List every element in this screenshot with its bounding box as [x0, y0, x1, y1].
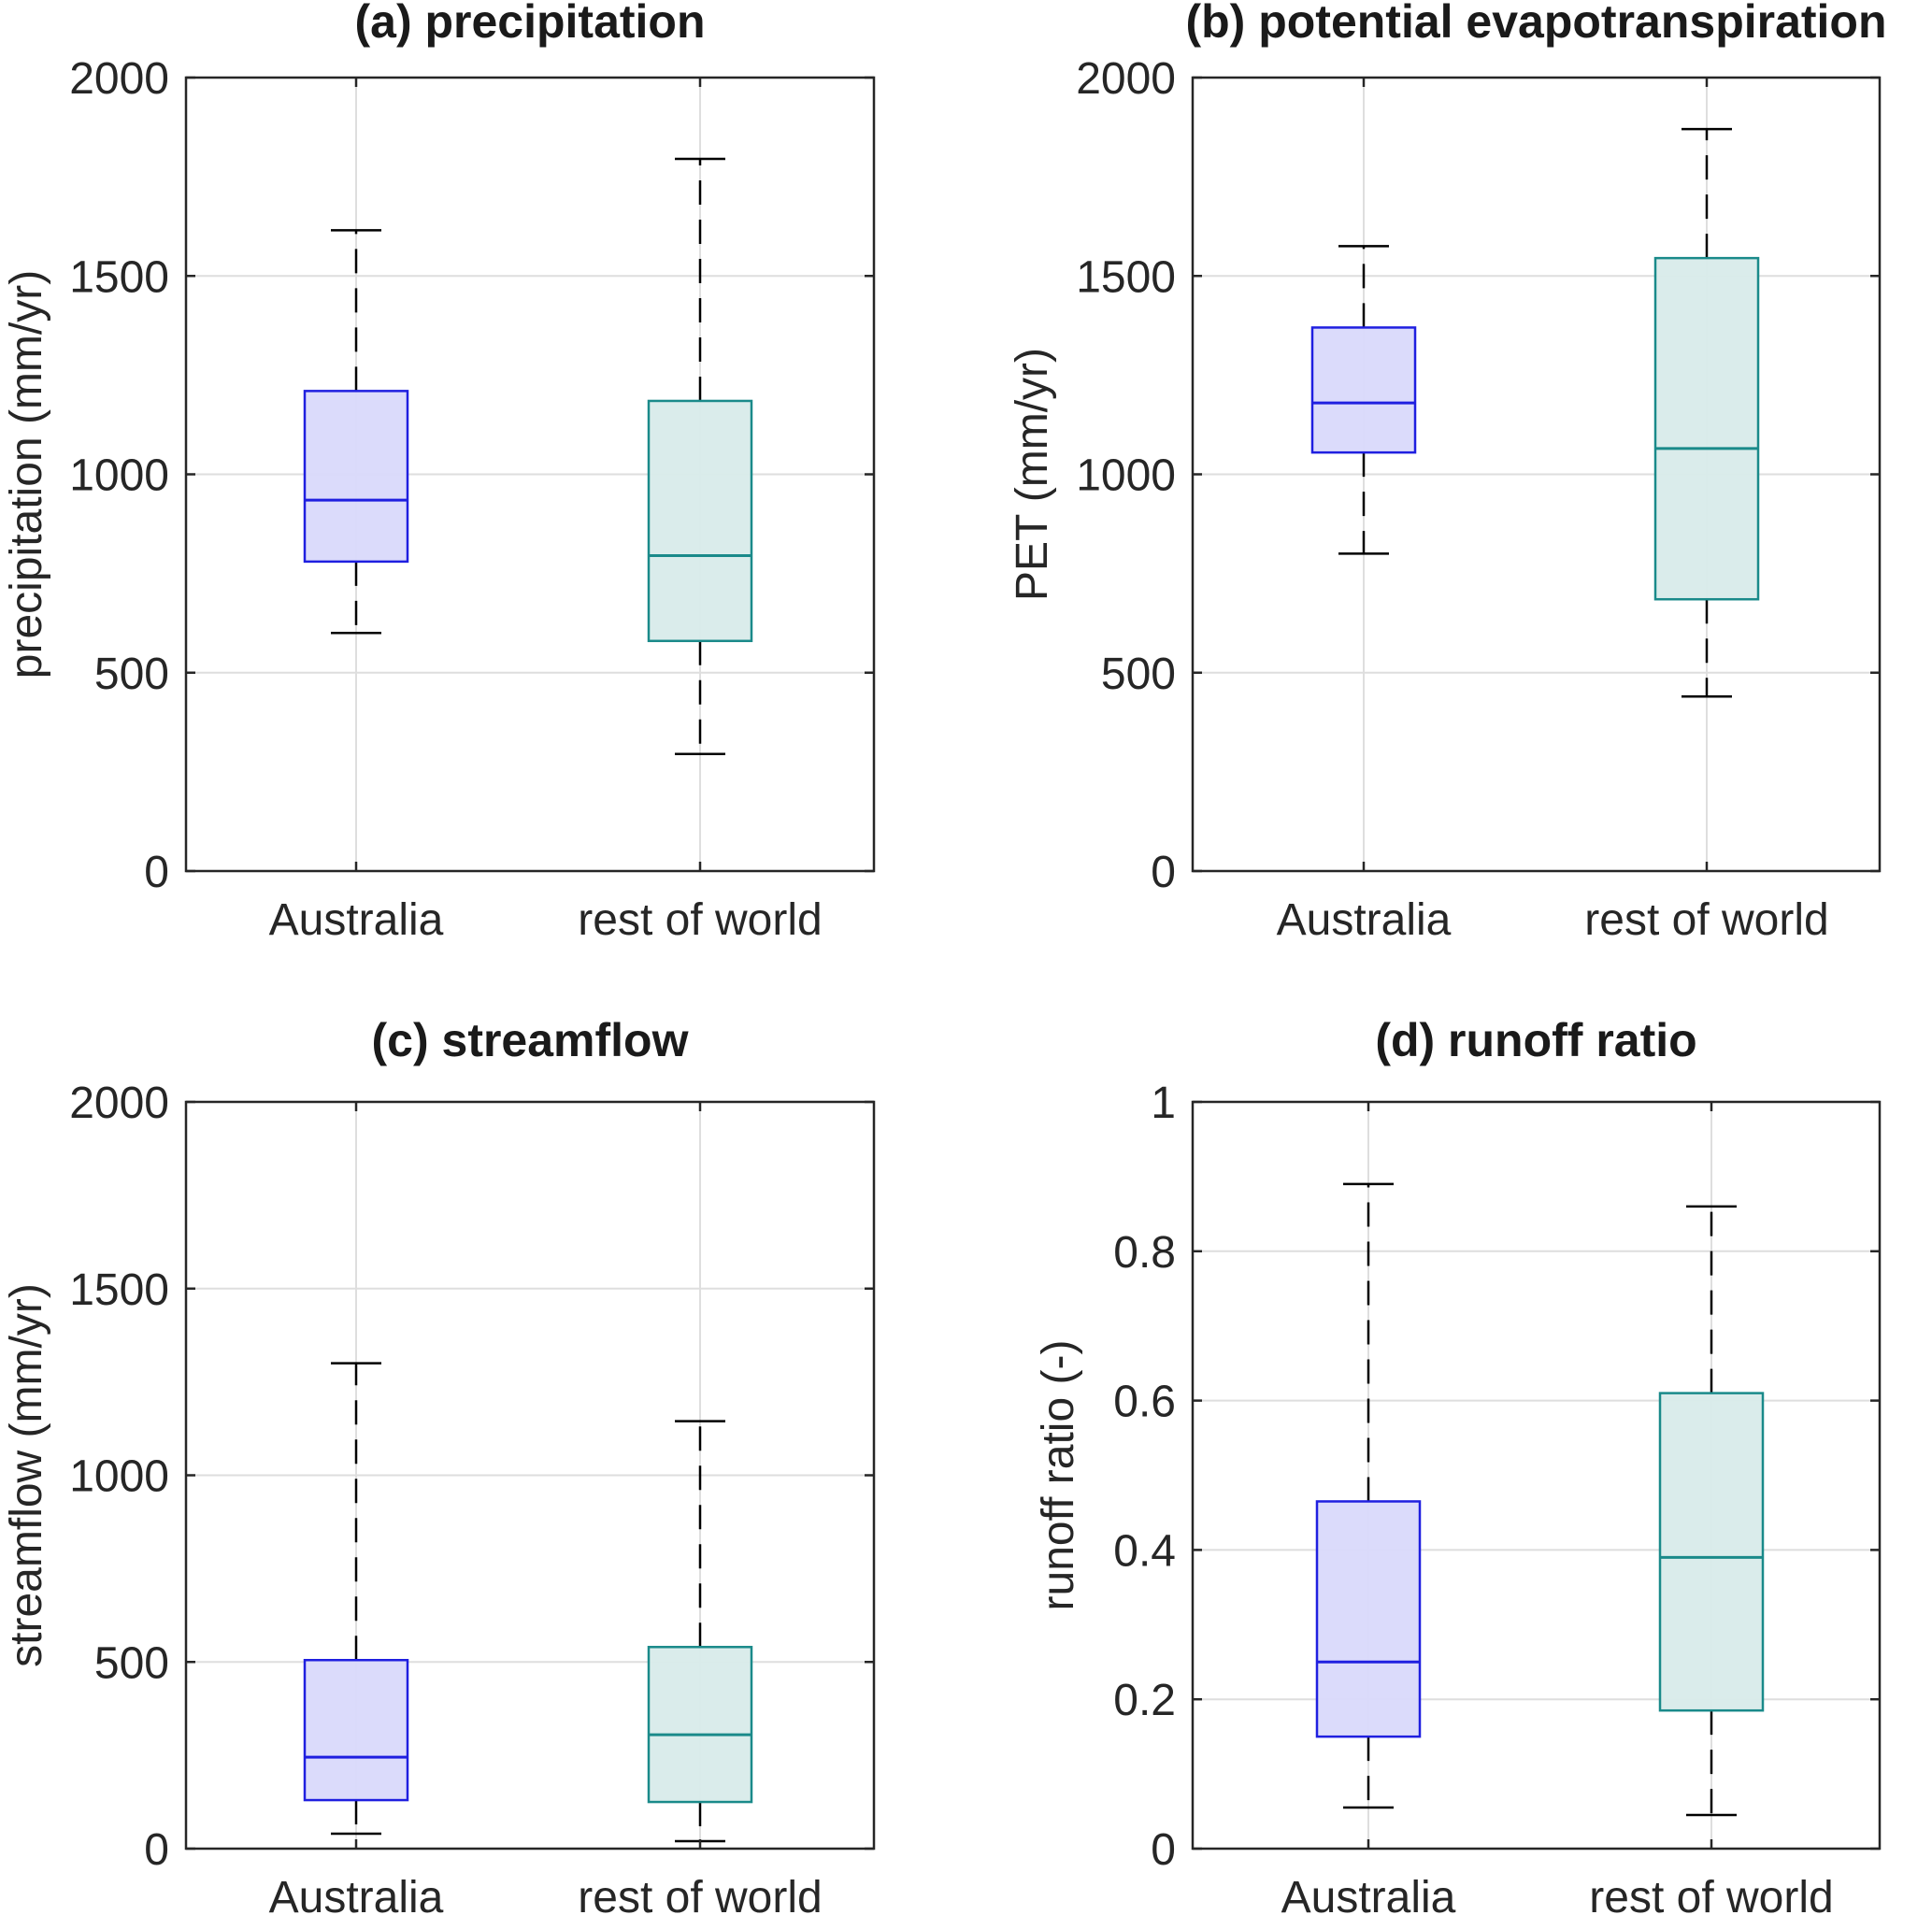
- y-axis-label: PET (mm/yr): [1008, 348, 1057, 601]
- y-tick-label: 0.8: [1113, 1228, 1176, 1278]
- x-tick-label: rest of world: [1584, 895, 1828, 945]
- box-rest-of-world: [1658, 1205, 1765, 1817]
- chart-title: (a) precipitation: [354, 0, 705, 48]
- y-tick-label: 0: [1151, 848, 1176, 897]
- y-tick-label: 0.2: [1113, 1676, 1176, 1725]
- axes-frame: [1191, 1100, 1882, 1851]
- y-tick-label: 2000: [69, 54, 169, 104]
- box-rest-of-world: [647, 1420, 753, 1843]
- y-tick-label: 1: [1151, 1079, 1176, 1128]
- box-australia: [1310, 245, 1417, 555]
- y-tick-label: 0.4: [1113, 1526, 1176, 1576]
- y-tick-label: 500: [1101, 650, 1176, 699]
- chart-panel-4: 0 0.2 0.4 0.6 0.8 1 Australia rest of world (d) …: [1034, 1014, 1882, 1915]
- iqr-box: [1653, 256, 1760, 601]
- box-rest-of-world: [1653, 127, 1760, 698]
- y-tick-label: 500: [94, 1638, 169, 1688]
- chart-title: (d) runoff ratio: [1375, 1014, 1696, 1066]
- x-tick-label: rest of world: [1589, 1873, 1833, 1915]
- y-tick-label: 500: [94, 650, 169, 699]
- iqr-box: [1315, 1500, 1422, 1738]
- iqr-box: [1310, 326, 1417, 454]
- y-tick-label: 0: [144, 848, 169, 897]
- y-tick-label: 0: [144, 1825, 169, 1875]
- y-tick-label: 1000: [69, 1452, 169, 1502]
- x-tick-label: Australia: [269, 1873, 444, 1915]
- iqr-box: [647, 1646, 753, 1804]
- x-tick-label: rest of world: [578, 1873, 822, 1915]
- box-rest-of-world: [647, 157, 753, 756]
- chart-panel-1: 0 500 1000 1500 2000 Australia rest of world (a…: [2, 0, 876, 945]
- y-axis-label: streamflow (mm/yr): [2, 1283, 51, 1667]
- y-tick-label: 1500: [1076, 252, 1176, 302]
- box-australia: [303, 229, 409, 635]
- box-australia: [303, 1362, 409, 1836]
- x-tick-label: rest of world: [578, 895, 822, 945]
- y-tick-label: 1000: [1076, 451, 1176, 501]
- x-tick-label: Australia: [1281, 1873, 1456, 1915]
- box-australia: [1315, 1182, 1422, 1809]
- y-tick-label: 1000: [69, 451, 169, 501]
- chart-title: (c) streamflow: [372, 1014, 689, 1066]
- y-axis-label: runoff ratio (-): [1034, 1340, 1083, 1611]
- y-tick-label: 1500: [69, 1265, 169, 1315]
- iqr-box: [647, 399, 753, 643]
- iqr-box: [303, 390, 409, 564]
- chart-title: (b) potential evapotranspiration: [1185, 0, 1886, 48]
- y-tick-label: 1500: [69, 252, 169, 302]
- x-tick-label: Australia: [1277, 895, 1452, 945]
- y-tick-label: 0.6: [1113, 1378, 1176, 1427]
- y-tick-label: 0: [1151, 1825, 1176, 1875]
- y-tick-label: 2000: [69, 1079, 169, 1128]
- y-tick-label: 2000: [1076, 54, 1176, 104]
- x-tick-label: Australia: [269, 895, 444, 945]
- chart-panel-3: 0 500 1000 1500 2000 Australia rest of world (c…: [2, 1014, 876, 1915]
- chart-panel-2: 0 500 1000 1500 2000 Australia rest of world (b…: [1008, 0, 1887, 945]
- iqr-box: [303, 1659, 409, 1802]
- iqr-box: [1658, 1392, 1765, 1712]
- y-axis-label: precipitation (mm/yr): [2, 270, 51, 679]
